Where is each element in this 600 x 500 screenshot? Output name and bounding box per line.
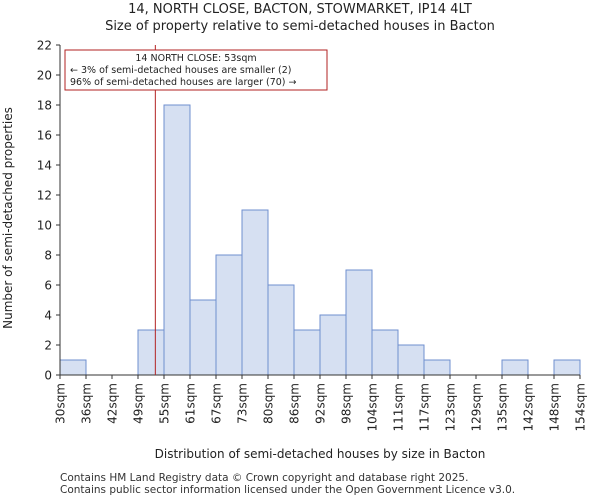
- x-tick-label: 30sqm: [54, 383, 68, 424]
- x-tick-label: 129sqm: [470, 383, 484, 431]
- histogram-bar: [501, 359, 529, 376]
- histogram-bar: [215, 254, 243, 376]
- annotation-line-3: 96% of semi-detached houses are larger (…: [70, 77, 297, 88]
- y-tick-label: 4: [44, 309, 52, 323]
- y-tick-label: 10: [37, 219, 52, 233]
- x-tick-label: 86sqm: [288, 383, 302, 424]
- histogram-bar: [59, 359, 87, 376]
- y-axis-label: Number of semi-detached properties: [1, 107, 15, 329]
- x-tick-label: 73sqm: [236, 383, 250, 424]
- x-tick-label: 117sqm: [418, 383, 432, 431]
- histogram-bar: [345, 269, 373, 376]
- x-tick-label: 148sqm: [548, 383, 562, 431]
- x-tick-label: 55sqm: [158, 383, 172, 424]
- x-tick-label: 142sqm: [522, 383, 536, 431]
- x-tick-label: 98sqm: [340, 383, 354, 424]
- histogram-bar: [397, 344, 425, 376]
- x-tick-label: 154sqm: [574, 383, 588, 431]
- chart-subtitle: Size of property relative to semi-detach…: [105, 19, 495, 34]
- footer-line-2: Contains public sector information licen…: [60, 484, 516, 496]
- histogram-bar: [553, 359, 581, 376]
- y-tick-label: 22: [37, 39, 52, 53]
- x-tick-label: 61sqm: [184, 383, 198, 424]
- y-tick-label: 2: [44, 339, 52, 353]
- x-tick-label: 104sqm: [366, 383, 380, 431]
- y-tick-label: 20: [37, 69, 52, 83]
- x-tick-label: 123sqm: [444, 383, 458, 431]
- histogram-bar: [137, 329, 165, 376]
- x-tick-label: 67sqm: [210, 383, 224, 424]
- annotation-line-1: 14 NORTH CLOSE: 53sqm: [135, 53, 256, 64]
- y-tick-label: 14: [37, 159, 52, 173]
- x-axis-label: Distribution of semi-detached houses by …: [155, 447, 486, 461]
- y-tick-label: 18: [37, 99, 52, 113]
- x-tick-label: 92sqm: [314, 383, 328, 424]
- x-tick-label: 80sqm: [262, 383, 276, 424]
- annotation-line-2: ← 3% of semi-detached houses are smaller…: [70, 65, 291, 76]
- x-tick-label: 42sqm: [106, 383, 120, 424]
- histogram-bar: [267, 284, 295, 376]
- y-tick-label: 8: [44, 249, 52, 263]
- histogram-bar: [293, 329, 321, 376]
- x-tick-label: 49sqm: [132, 383, 146, 424]
- histogram-bar: [319, 314, 347, 376]
- y-tick-label: 16: [37, 129, 52, 143]
- histogram-bar: [423, 359, 451, 376]
- x-tick-label: 135sqm: [496, 383, 510, 431]
- histogram-bar: [241, 209, 269, 376]
- x-tick-label: 111sqm: [392, 383, 406, 431]
- footer-line-1: Contains HM Land Registry data © Crown c…: [60, 472, 469, 484]
- histogram-bar: [163, 104, 191, 376]
- y-tick-label: 12: [37, 189, 52, 203]
- y-tick-label: 6: [44, 279, 52, 293]
- chart-title: 14, NORTH CLOSE, BACTON, STOWMARKET, IP1…: [128, 2, 472, 17]
- annotation-box: 14 NORTH CLOSE: 53sqm ← 3% of semi-detac…: [64, 49, 328, 91]
- histogram-bar: [371, 329, 399, 376]
- x-tick-label: 36sqm: [80, 383, 94, 424]
- histogram-bar: [189, 299, 217, 376]
- y-tick-label: 0: [44, 369, 52, 383]
